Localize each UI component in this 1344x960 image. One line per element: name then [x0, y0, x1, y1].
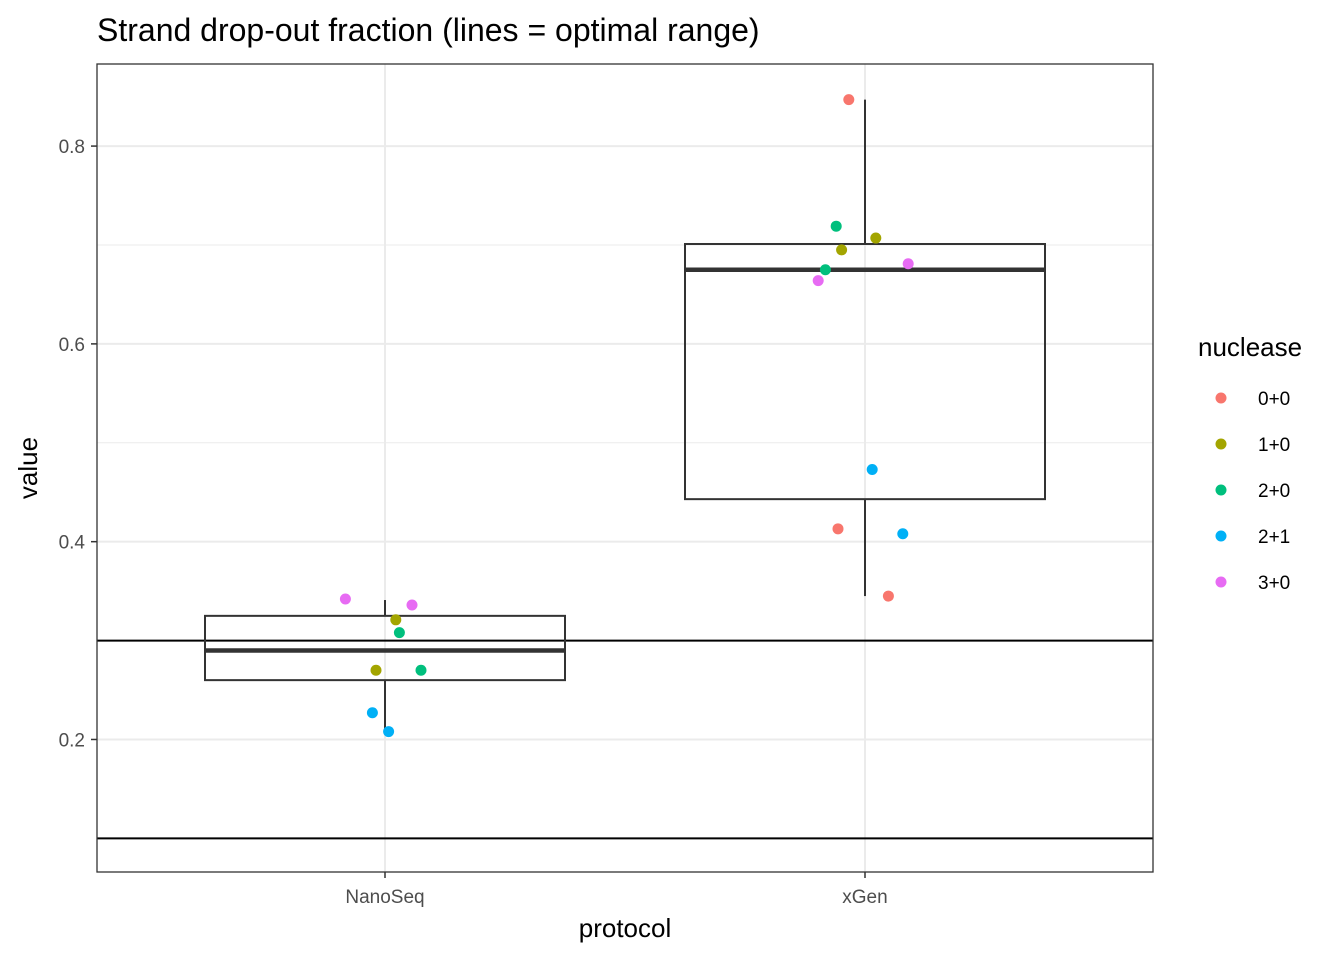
data-point [843, 94, 855, 106]
data-point [836, 244, 848, 256]
data-point [390, 614, 402, 626]
y-axis-title: value [13, 437, 43, 499]
x-axis-title: protocol [579, 913, 672, 943]
data-point [830, 220, 842, 232]
y-axis: 0.2 0.4 0.6 0.8 [59, 137, 97, 751]
legend-key [1215, 530, 1227, 542]
panel-border [96, 63, 1154, 873]
data-point [383, 726, 395, 738]
y-tick-label: 0.6 [59, 335, 85, 356]
grid-lines [97, 64, 1153, 872]
data-points [339, 94, 914, 738]
box-iqr [204, 614, 566, 682]
y-tick-label: 0.2 [59, 730, 85, 751]
y-tick-label: 0.4 [59, 533, 86, 554]
legend-label: 2+1 [1258, 527, 1290, 548]
data-point [819, 264, 831, 276]
box-plots [204, 99, 1046, 733]
data-point [366, 707, 378, 719]
legend-label: 3+0 [1258, 573, 1290, 594]
data-point [870, 232, 882, 244]
data-point [832, 523, 844, 535]
legend: nuclease 0+0 1+0 2+0 2+1 3+0 [1198, 332, 1302, 594]
reference-lines [97, 639, 1153, 840]
data-point [812, 275, 824, 287]
x-tick-label: xGen [842, 887, 887, 908]
legend-label: 0+0 [1258, 389, 1290, 410]
data-point [406, 599, 418, 611]
chart-title: Strand drop-out fraction (lines = optima… [97, 12, 760, 48]
x-axis: NanoSeq xGen [345, 872, 888, 908]
data-point [339, 593, 351, 605]
legend-key [1215, 392, 1227, 404]
legend-label: 2+0 [1258, 481, 1290, 502]
data-point [415, 664, 427, 676]
box-xgen [684, 99, 1046, 597]
data-point [902, 258, 914, 270]
data-point [897, 528, 909, 540]
data-point [393, 627, 405, 639]
legend-label: 1+0 [1258, 435, 1290, 456]
legend-key [1215, 438, 1227, 450]
legend-key [1215, 576, 1227, 588]
data-point [370, 664, 382, 676]
box-iqr [684, 242, 1046, 501]
data-point [882, 590, 894, 602]
x-tick-label: NanoSeq [345, 887, 424, 908]
y-tick-label: 0.8 [59, 137, 85, 158]
data-point [866, 463, 878, 475]
legend-title: nuclease [1198, 332, 1302, 362]
box-nanoseq [204, 600, 566, 733]
legend-key [1215, 484, 1227, 496]
